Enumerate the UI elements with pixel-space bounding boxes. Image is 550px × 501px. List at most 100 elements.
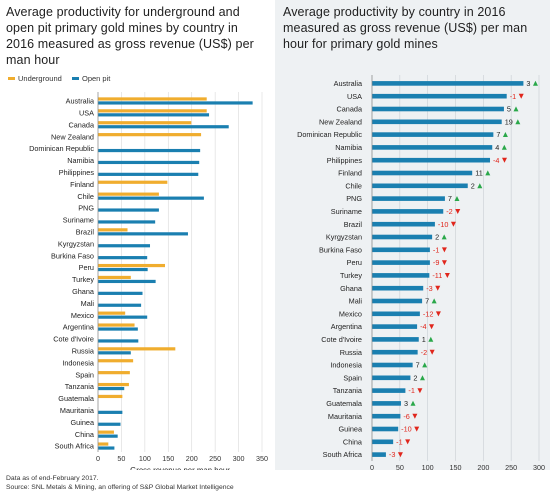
bar-open-pit-canada [98,125,229,129]
category-label-mexico: Mexico [339,309,362,318]
legend-label-underground: Underground [18,74,62,83]
left-chart: Underground Open pit 0 50 100 150 200 250 300 350… [8,74,268,470]
bar-underground-new-zealand [98,133,202,137]
bar-russia [372,349,418,355]
bar-suriname [372,209,444,214]
bar-underground-tanzania [98,382,129,387]
bar-peru [372,260,430,265]
category-label-guinea: Guinea [338,425,362,434]
bar-underground-indonesia [98,359,134,363]
bar-indonesia [372,362,413,368]
category-label-south-africa: South Africa [55,442,95,451]
x-tick-label-300: 300 [233,454,245,463]
category-label-new-zealand: New Zealand [319,117,362,126]
bar-dominican-republic [372,132,494,137]
change-value-finland: 11 [475,169,483,178]
bar-underground-brazil [98,228,128,232]
x-tick-label-150: 150 [162,454,174,463]
category-label-canada: Canada [68,120,95,129]
bar-brazil [372,221,435,227]
category-label-burkina-faso: Burkina Faso [319,245,362,254]
x-tick-label-50: 50 [117,454,125,463]
category-label-ghana: Ghana [72,287,95,296]
change-down-arrow-icon-peru [441,260,447,266]
category-label-finland: Finland [338,169,362,178]
category-label-mali: Mali [349,297,363,306]
bar-south-africa [372,452,386,457]
bar-open-pit-guinea [98,422,121,426]
change-up-arrow-icon-guatemala [410,400,416,406]
change-value-china: -1 [396,437,403,446]
bar-namibia [372,145,493,150]
category-label-indonesia: Indonesia [330,361,363,370]
change-down-arrow-icon-philippines [502,157,508,163]
change-value-south-africa: -3 [389,450,396,459]
category-label-cote-d-ivoire: Cote d'Ivoire [321,335,362,344]
category-label-png: PNG [346,194,362,203]
change-down-arrow-icon-usa [518,93,524,99]
bar-underground-guatemala [98,394,123,399]
footnote-source: Source: SNL Metals & Mining, an offering… [6,484,234,491]
category-label-canada: Canada [336,105,363,114]
legend-swatch-underground [8,77,15,80]
change-down-arrow-icon-russia [429,349,435,355]
category-label-australia: Australia [66,97,95,106]
bar-open-pit-mexico [98,315,148,319]
category-label-spain: Spain [75,370,94,379]
category-label-suriname: Suriname [63,216,94,225]
change-value-australia: 3 [526,79,530,88]
change-down-arrow-icon-ghana [435,285,441,291]
category-label-burkina-faso: Burkina Faso [51,251,94,260]
bar-open-pit-australia [98,101,253,105]
bar-mali [372,298,423,304]
change-value-usa: -1 [510,92,517,101]
bar-open-pit-usa [98,113,210,117]
bar-open-pit-suriname [98,220,156,224]
x-tick-label-100: 100 [422,463,434,470]
bar-china [372,439,394,445]
bar-underground-argentina [98,323,135,327]
change-value-new-zealand: 19 [505,117,513,126]
bar-australia [372,81,524,86]
bar-open-pit-turkey [98,279,156,284]
change-value-philippines: -4 [493,156,500,165]
bar-open-pit-russia [98,351,131,355]
change-value-argentina: -4 [420,322,427,331]
change-up-arrow-icon-kyrgyzstan [441,234,447,240]
footnotes: Data as of end-February 2017. Source: SN… [6,474,234,492]
bar-open-pit-peru [98,267,148,272]
category-label-chile: Chile [345,181,362,190]
bar-guinea [372,426,399,432]
category-label-ghana: Ghana [340,284,363,293]
bar-mauritania [372,413,401,419]
category-label-namibia: Namibia [335,143,363,152]
change-value-mexico: -12 [423,309,434,318]
category-label-argentina: Argentina [331,322,363,331]
x-axis-label: Gross revenue per man hour [130,466,230,470]
x-tick-label-150: 150 [450,463,462,470]
change-down-arrow-icon-mauritania [412,413,418,419]
bar-mexico [372,311,420,317]
category-label-chile: Chile [77,192,94,201]
change-up-arrow-icon-dominican-republic [502,132,508,137]
x-tick-label-200: 200 [477,463,489,470]
bar-open-pit-mali [98,303,142,307]
change-up-arrow-icon-namibia [501,144,507,150]
bar-open-pit-chile [98,196,204,200]
bar-open-pit-cote-d-ivoire [98,339,139,343]
change-value-turkey: -11 [432,271,442,280]
category-label-brazil: Brazil [344,220,363,229]
change-value-spain: 2 [413,373,417,382]
change-up-arrow-icon-chile [477,183,483,189]
bar-canada [372,106,504,112]
bar-guatemala [372,401,401,406]
category-label-australia: Australia [334,79,363,88]
category-label-south-africa: South Africa [323,450,363,459]
change-down-arrow-icon-mexico [435,311,441,317]
category-label-peru: Peru [79,263,94,272]
bar-open-pit-namibia [98,160,200,165]
bar-open-pit-ghana [98,291,143,295]
x-tick-label-0: 0 [370,463,374,470]
change-value-ghana: -3 [426,284,433,293]
x-tick-label-250: 250 [505,463,517,470]
